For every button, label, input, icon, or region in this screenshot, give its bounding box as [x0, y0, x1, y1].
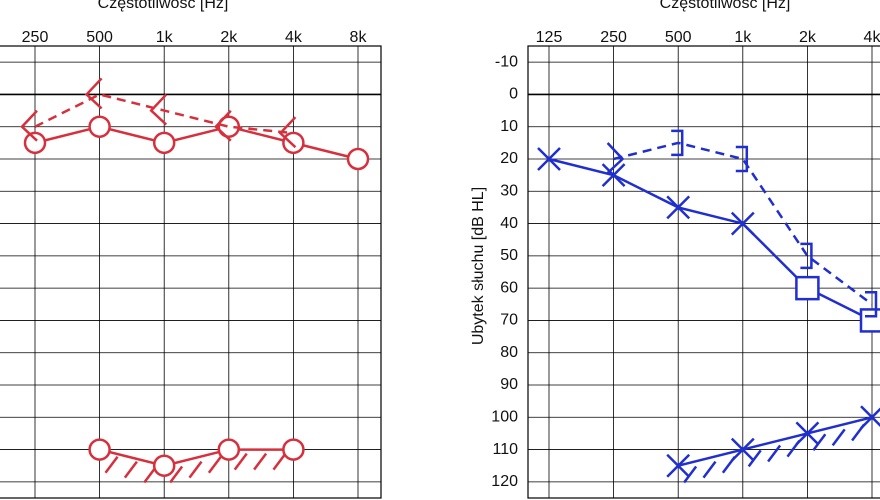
marker — [730, 211, 755, 236]
series — [666, 405, 880, 484]
y-tick-label: 80 — [500, 344, 518, 361]
hatch — [233, 452, 248, 471]
hatch — [123, 460, 138, 479]
marker — [152, 454, 176, 477]
marker — [84, 77, 103, 110]
marker — [217, 438, 241, 461]
y-tick-label: 90 — [500, 376, 518, 393]
marker — [671, 129, 684, 157]
y-tick-label: 0 — [509, 86, 518, 103]
marker — [735, 145, 749, 173]
x-tick-label: 4k — [864, 29, 880, 46]
y-tick-label: 10 — [500, 118, 518, 135]
marker — [795, 275, 820, 301]
hatch — [767, 444, 782, 463]
y-tick-label: 120 — [491, 473, 518, 490]
series — [23, 115, 370, 171]
x-tick-label: 1k — [156, 29, 174, 46]
marker — [666, 453, 691, 478]
y-tick-label: 60 — [500, 279, 518, 296]
marker — [278, 116, 297, 149]
y-axis-title: Ubytek słuchu [dB HL] — [470, 187, 487, 345]
marker — [152, 131, 176, 155]
series-line — [613, 141, 873, 306]
marker — [20, 109, 38, 142]
hatch — [747, 449, 762, 468]
x-tick-label: 500 — [86, 29, 113, 46]
y-tick-label: 40 — [500, 215, 518, 232]
series — [20, 77, 297, 149]
y-tick-label: 30 — [500, 183, 518, 200]
marker — [606, 142, 625, 174]
series-line — [34, 93, 294, 135]
hatch — [207, 456, 222, 474]
series — [537, 147, 880, 333]
hatch — [104, 456, 119, 474]
plot-frame — [527, 45, 880, 499]
x-axis-title: Częstotliwość [Hz] — [98, 0, 229, 12]
marker — [800, 242, 813, 270]
marker — [865, 291, 878, 318]
y-tick-label: 50 — [500, 247, 518, 264]
y-tick-label: 70 — [500, 312, 518, 329]
marker — [601, 163, 626, 188]
marker — [346, 147, 370, 171]
x-tick-label: 1k — [734, 29, 752, 46]
hatch — [683, 465, 698, 484]
hatch — [253, 452, 268, 471]
x-tick-label: 4k — [285, 29, 303, 46]
x-axis-title: Częstotliwość [Hz] — [660, 0, 791, 12]
hatch — [831, 428, 846, 447]
x-tick-label: 2k — [799, 29, 817, 46]
series-line — [548, 157, 873, 322]
marker — [730, 437, 755, 462]
marker — [23, 131, 47, 155]
y-tick-label: -10 — [495, 53, 518, 70]
marker — [860, 405, 880, 430]
hatch — [812, 433, 827, 451]
x-tick-label: 125 — [536, 29, 563, 46]
marker — [282, 438, 305, 461]
plot-frame — [0, 45, 382, 499]
x-tick-label: 8k — [350, 29, 368, 46]
marker — [795, 421, 820, 446]
marker — [88, 438, 111, 461]
marker — [282, 131, 305, 155]
marker — [149, 93, 168, 126]
y-tick-label: 100 — [491, 409, 518, 426]
series-line — [99, 448, 294, 468]
marker — [214, 109, 232, 142]
marker — [88, 115, 111, 138]
marker — [666, 195, 691, 220]
y-tick-label: 20 — [500, 150, 518, 167]
x-tick-label: 2k — [220, 29, 238, 46]
hatch — [702, 460, 717, 479]
series-line — [34, 125, 359, 161]
x-tick-label: 250 — [600, 29, 627, 46]
hatch — [188, 460, 203, 479]
y-tick-label: 110 — [492, 441, 518, 458]
x-tick-label: 500 — [665, 29, 692, 46]
series — [88, 438, 305, 484]
series — [606, 129, 878, 318]
series-line — [677, 416, 873, 467]
marker — [537, 147, 561, 171]
hatch — [169, 465, 184, 484]
x-tick-label: 250 — [22, 29, 49, 46]
hatch — [272, 452, 287, 471]
